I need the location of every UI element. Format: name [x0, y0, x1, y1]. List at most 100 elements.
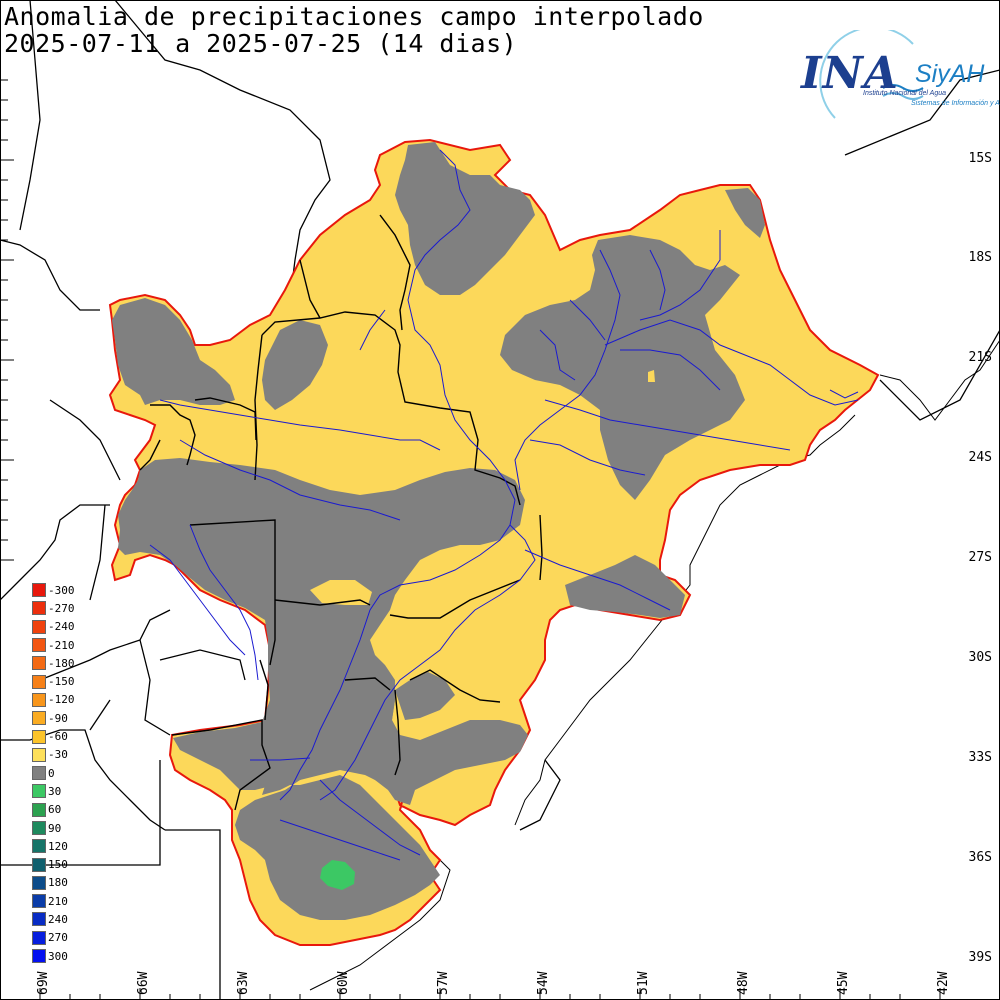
legend-label: 240 [48, 912, 68, 926]
legend-swatch [32, 711, 46, 726]
legend-swatch [32, 692, 46, 707]
lon-label: 57W [436, 971, 451, 995]
legend-swatch [32, 583, 46, 598]
map-date-range: 2025-07-11 a 2025-07-25 (14 dias) [4, 29, 518, 58]
lat-label: 15S [968, 151, 992, 166]
legend-item: 30 [32, 782, 75, 800]
lat-label: 30S [968, 650, 992, 665]
legend-label: -120 [48, 693, 75, 707]
logo-ina-text: INA [801, 48, 899, 99]
legend-swatch [32, 912, 46, 927]
legend-item: 150 [32, 855, 75, 873]
legend-label: 60 [48, 803, 62, 817]
legend-label: 180 [48, 876, 68, 890]
color-legend: -300 -270 -240 -210 -180 -150 -120 -90 -60 -30 0 30… [32, 581, 75, 965]
logo-arc-icon [819, 30, 924, 119]
legend-item: 90 [32, 819, 75, 837]
legend-swatch [32, 638, 46, 653]
ina-siyah-logo: INA SiyAH Instituto Nacional del Agua Si… [795, 30, 1000, 125]
legend-label: -90 [48, 711, 68, 725]
map-title: Anomalia de precipitaciones campo interp… [4, 2, 704, 31]
legend-label: 270 [48, 931, 68, 945]
legend-item: 270 [32, 929, 75, 947]
legend-swatch [32, 619, 46, 634]
lat-label: 39S [968, 950, 992, 965]
lon-label: 69W [36, 971, 51, 995]
legend-item: 210 [32, 892, 75, 910]
lon-label: 42W [936, 971, 951, 995]
legend-swatch [32, 656, 46, 671]
logo-subtitle: Instituto Nacional del Agua [863, 90, 947, 97]
lat-label: 21S [968, 350, 992, 365]
legend-label: -270 [48, 601, 75, 615]
legend-swatch [32, 949, 46, 964]
legend-item: -150 [32, 672, 75, 690]
legend-label: -150 [48, 675, 75, 689]
legend-swatch [32, 839, 46, 854]
legend-swatch [32, 821, 46, 835]
legend-item: -270 [32, 599, 75, 617]
legend-swatch [32, 674, 46, 689]
legend-item: -90 [32, 709, 75, 727]
lon-label: 54W [536, 971, 551, 995]
legend-item: -60 [32, 727, 75, 745]
legend-swatch [32, 930, 46, 945]
legend-item: -30 [32, 746, 75, 764]
legend-item: -210 [32, 636, 75, 654]
legend-label: 210 [48, 894, 68, 908]
legend-item: 60 [32, 801, 75, 819]
legend-label: 90 [48, 821, 62, 835]
lon-label: 45W [836, 971, 851, 995]
rivers [149, 149, 859, 861]
logo-siyah-text: SiyAH [915, 60, 985, 88]
legend-item: 180 [32, 874, 75, 892]
legend-swatch [32, 784, 46, 799]
legend-swatch [32, 802, 46, 817]
legend-item: 120 [32, 837, 75, 855]
lon-label: 48W [736, 971, 751, 995]
legend-label: -210 [48, 638, 75, 652]
legend-label: -30 [48, 748, 68, 762]
lon-label: 60W [336, 971, 351, 995]
legend-swatch [32, 875, 46, 890]
lat-label: 36S [968, 850, 992, 865]
positive-anomaly-patch [320, 860, 355, 890]
legend-label: 300 [48, 949, 68, 963]
left-ticks [0, 79, 14, 561]
bottom-ticks [39, 988, 941, 1000]
lat-label: 18S [968, 250, 992, 265]
legend-item: -240 [32, 618, 75, 636]
legend-swatch [32, 729, 46, 744]
neutral-anomaly-regions [112, 142, 765, 920]
internal-borders [139, 214, 543, 811]
legend-label: 120 [48, 839, 68, 853]
legend-item: -300 [32, 581, 75, 599]
legend-swatch [32, 857, 46, 872]
legend-item: 0 [32, 764, 75, 782]
legend-swatch [32, 747, 46, 762]
legend-item: -120 [32, 691, 75, 709]
legend-item: 240 [32, 910, 75, 928]
logo-subtitle-2: Sistemas de Información y Alerta Hidroló… [911, 100, 1000, 107]
negative-anomaly-islands [310, 370, 655, 605]
legend-swatch [32, 894, 46, 909]
legend-label: -60 [48, 730, 68, 744]
legend-swatch [32, 601, 46, 616]
lon-label: 66W [136, 971, 151, 995]
legend-item: -180 [32, 654, 75, 672]
lat-label: 24S [968, 450, 992, 465]
lat-label: 27S [968, 550, 992, 565]
legend-label: 150 [48, 858, 68, 872]
legend-label: 30 [48, 784, 62, 798]
lat-label: 33S [968, 750, 992, 765]
legend-label: 0 [48, 766, 55, 780]
legend-label: -300 [48, 583, 75, 597]
legend-label: -180 [48, 656, 75, 670]
lon-label: 51W [636, 971, 651, 995]
legend-item: 300 [32, 947, 75, 965]
legend-swatch [32, 766, 46, 781]
legend-label: -240 [48, 620, 75, 634]
lon-label: 63W [236, 971, 251, 995]
